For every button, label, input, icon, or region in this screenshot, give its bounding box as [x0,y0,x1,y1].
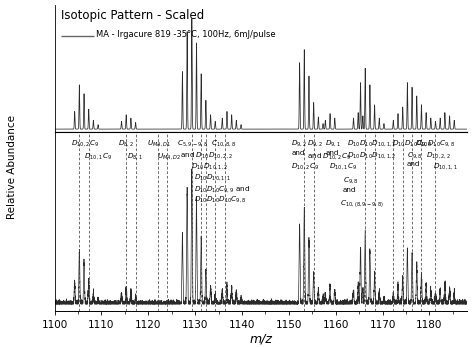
Text: Isotopic Pattern - Scaled: Isotopic Pattern - Scaled [61,9,204,22]
Text: and: and [343,187,356,193]
X-axis label: m/z: m/z [249,332,272,345]
Text: $D_{10}D_{10,1,2}$: $D_{10}D_{10,1,2}$ [191,161,228,171]
Text: $D_{9,2}$: $D_{9,2}$ [307,138,323,148]
Text: and: and [407,161,420,168]
Text: $D_{10}D_{10}C_{9,8}$: $D_{10}D_{10}C_{9,8}$ [415,138,456,148]
Text: $U_{MA,D2}$: $U_{MA,D2}$ [157,151,181,161]
Text: $D_{8,2}$: $D_{8,2}$ [118,138,134,148]
Text: $D_{8,1}$: $D_{8,1}$ [127,151,143,161]
Text: $C_{9,8}$: $C_{9,8}$ [407,150,423,160]
Text: and $D_{10}D_{10,2,2}$: and $D_{10}D_{10,2,2}$ [180,150,233,160]
Text: $D_{10}D_{10}D_{10,1,2}$: $D_{10}D_{10}D_{10,1,2}$ [347,150,397,160]
Text: and: and [325,150,339,155]
Text: $C_{10,(8,9-9,8)}$: $C_{10,(8,9-9,8)}$ [340,198,384,209]
Text: $D_{10}D_{10}D_{10,1,1}$: $D_{10}D_{10}D_{10,1,1}$ [347,138,397,148]
Text: $D_{10,2,2}$: $D_{10,2,2}$ [426,150,451,160]
Text: $D_{9,2}$: $D_{9,2}$ [291,138,307,148]
Text: $D_{10}D_{10,1,1}$: $D_{10}D_{10,1,1}$ [194,172,231,182]
Text: $U_{MA,D1}$: $U_{MA,D1}$ [147,138,172,148]
Text: $D_{10}D_{10}D_{10}C_{9,8}$: $D_{10}D_{10}D_{10}C_{9,8}$ [194,194,246,204]
Text: $D_{10,2}C_9$: $D_{10,2}C_9$ [291,161,319,171]
Text: Relative Abundance: Relative Abundance [7,115,17,219]
Text: $D_{10}D_{10}C_{9,8}$: $D_{10}D_{10}C_{9,8}$ [392,138,432,148]
Text: $D_{10,1}C_9$: $D_{10,1}C_9$ [328,161,356,171]
Text: $D_{10}D_{10}C_{9,9}$ and: $D_{10}D_{10}C_{9,9}$ and [194,184,250,194]
Text: MA - Irgacure 819 -35°C, 100Hz, 6mJ/pulse: MA - Irgacure 819 -35°C, 100Hz, 6mJ/puls… [96,30,275,39]
Text: $D_{10,1}C_9$: $D_{10,1}C_9$ [83,151,111,161]
Text: $D_{9,1}$: $D_{9,1}$ [325,138,341,148]
Text: and: and [291,150,305,155]
Text: $C_{9,8}$: $C_{9,8}$ [343,175,358,185]
Text: $D_{10,1,1}$: $D_{10,1,1}$ [433,161,458,171]
Text: $C_{5,9-9,8}$  $C_{10,8,8}$: $C_{5,9-9,8}$ $C_{10,8,8}$ [177,138,237,148]
Text: and $D_{10,2}C_9$: and $D_{10,2}C_9$ [307,151,351,161]
Text: $D_{10,2}C_9$: $D_{10,2}C_9$ [71,138,99,148]
